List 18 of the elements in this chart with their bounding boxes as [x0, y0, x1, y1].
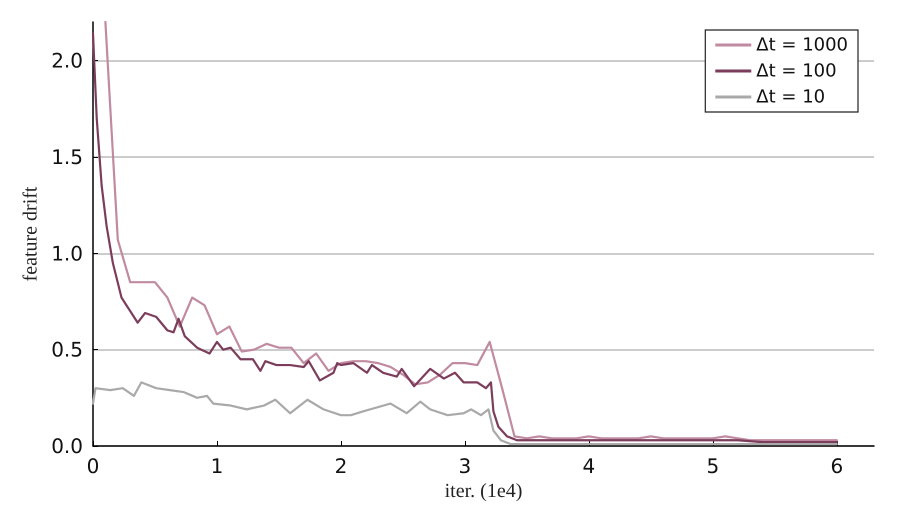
y-tick-label: 1.0: [51, 241, 83, 266]
y-axis-title: feature drift: [19, 186, 42, 282]
x-tick-label: 6: [830, 454, 844, 478]
legend-label: Δt = 1000: [756, 34, 848, 56]
x-tick-label: 2: [334, 454, 348, 478]
x-tick-label: 5: [706, 454, 720, 478]
y-tick-label: 0.0: [51, 434, 83, 458]
x-axis-title: iter. (1e4): [444, 480, 522, 502]
legend-label: Δt = 10: [756, 86, 826, 108]
x-tick-label: 0: [86, 454, 100, 478]
legend-label: Δt = 100: [756, 60, 837, 82]
line-series: [92, 381, 838, 446]
x-tick-label: 1: [210, 454, 224, 478]
y-tick-label: 0.5: [51, 338, 83, 362]
y-tick-label: 2.0: [51, 48, 83, 73]
y-tick-label: 1.5: [51, 144, 83, 169]
x-tick-label: 4: [582, 454, 596, 478]
x-tick-label: 3: [458, 454, 472, 478]
